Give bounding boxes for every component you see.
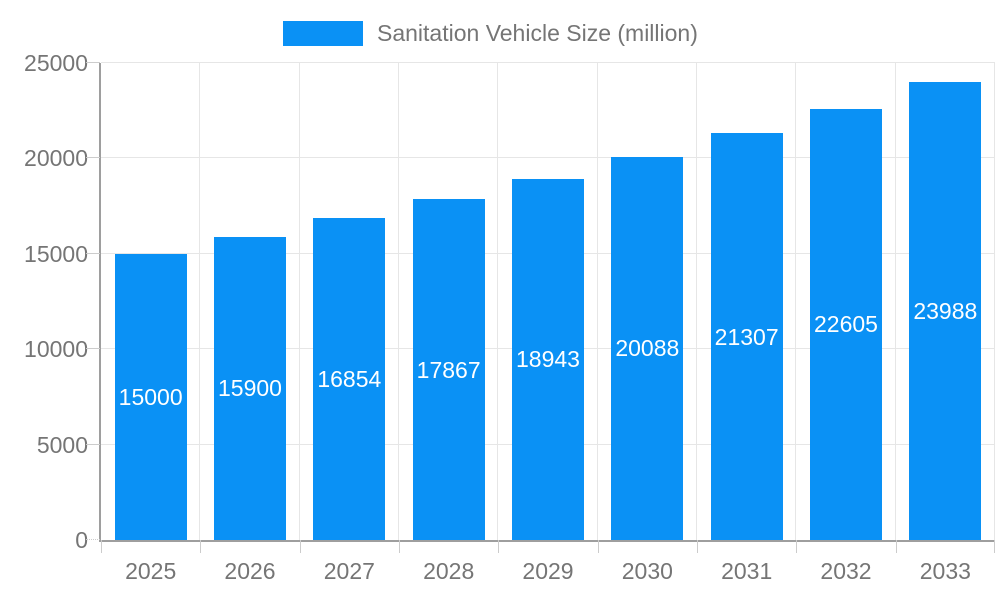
x-axis-tick bbox=[299, 540, 301, 553]
v-gridline bbox=[199, 63, 201, 540]
x-axis-tick bbox=[101, 540, 102, 553]
y-axis-tick bbox=[86, 539, 100, 540]
y-axis-tick-label: 10000 bbox=[24, 336, 88, 363]
x-axis-tick-label: 2029 bbox=[522, 558, 574, 584]
bar-2026 bbox=[214, 236, 286, 540]
x-axis-tick-label: 2027 bbox=[323, 558, 375, 584]
x-axis-tick bbox=[399, 540, 400, 553]
v-gridline bbox=[398, 63, 399, 540]
bar-value-label: 22605 bbox=[814, 311, 878, 338]
x-axis-tick-label: 2030 bbox=[621, 558, 673, 584]
v-gridline bbox=[497, 63, 499, 540]
chart-legend: Sanitation Vehicle Size (million) bbox=[283, 18, 698, 48]
x-axis-tick bbox=[697, 540, 698, 553]
bar-2032 bbox=[810, 108, 882, 540]
x-axis-tick-label: 2026 bbox=[224, 558, 276, 584]
y-axis-tick-label: 25000 bbox=[24, 50, 88, 76]
x-axis-tick bbox=[994, 540, 995, 553]
bar-value-label: 20088 bbox=[615, 335, 680, 362]
y-axis-tick bbox=[86, 252, 100, 254]
bar-value-label: 17867 bbox=[416, 356, 481, 383]
y-axis-tick-label: 20000 bbox=[24, 145, 88, 172]
bar-value-label: 15000 bbox=[118, 383, 183, 410]
y-axis-tick-label: 5000 bbox=[36, 431, 88, 458]
legend-label: Sanitation Vehicle Size (million) bbox=[377, 20, 698, 46]
y-axis-line bbox=[99, 63, 101, 540]
x-axis-tick bbox=[498, 540, 500, 553]
x-axis-tick-label: 2032 bbox=[820, 558, 872, 584]
y-axis-tick-label: 15000 bbox=[24, 240, 88, 267]
x-axis-tick bbox=[200, 540, 202, 553]
plot-area: 15000 15900 16854 17867 18943 20088 21307 22605… bbox=[99, 62, 995, 542]
x-axis-tick-label: 2033 bbox=[919, 558, 971, 584]
y-axis-tick-label: 0 bbox=[75, 527, 88, 553]
x-axis-line bbox=[99, 540, 995, 542]
bar-value-label: 16854 bbox=[317, 366, 382, 393]
v-gridline bbox=[795, 63, 797, 540]
x-axis-tick bbox=[597, 540, 599, 553]
bar-value-label: 15900 bbox=[218, 375, 282, 402]
v-gridline bbox=[596, 63, 598, 540]
y-axis-tick bbox=[86, 157, 100, 159]
bar-value-label: 18943 bbox=[516, 346, 580, 373]
x-axis-tick bbox=[895, 540, 897, 553]
x-axis-tick-label: 2025 bbox=[125, 558, 177, 584]
h-gridline bbox=[101, 62, 995, 63]
y-axis-tick bbox=[86, 348, 100, 350]
y-axis-tick bbox=[86, 443, 100, 445]
v-gridline bbox=[994, 63, 995, 540]
bar-2027 bbox=[313, 218, 386, 540]
bar-2028 bbox=[412, 199, 485, 540]
bar-2029 bbox=[512, 178, 584, 540]
bar-value-label: 23988 bbox=[913, 298, 978, 325]
legend-swatch bbox=[283, 20, 363, 46]
x-axis-tick-label: 2028 bbox=[423, 558, 475, 584]
x-axis-tick bbox=[796, 540, 798, 553]
bar-2025 bbox=[114, 253, 187, 540]
x-axis-tick-label: 2031 bbox=[721, 558, 773, 584]
bar-2033 bbox=[909, 82, 982, 540]
y-axis-tick bbox=[86, 62, 100, 63]
bar-value-label: 21307 bbox=[714, 323, 779, 350]
h-gridline bbox=[101, 157, 995, 159]
bar-2030 bbox=[611, 156, 684, 540]
v-gridline bbox=[298, 63, 300, 540]
v-gridline bbox=[894, 63, 896, 540]
v-gridline bbox=[696, 63, 697, 540]
bar-2031 bbox=[710, 133, 783, 540]
